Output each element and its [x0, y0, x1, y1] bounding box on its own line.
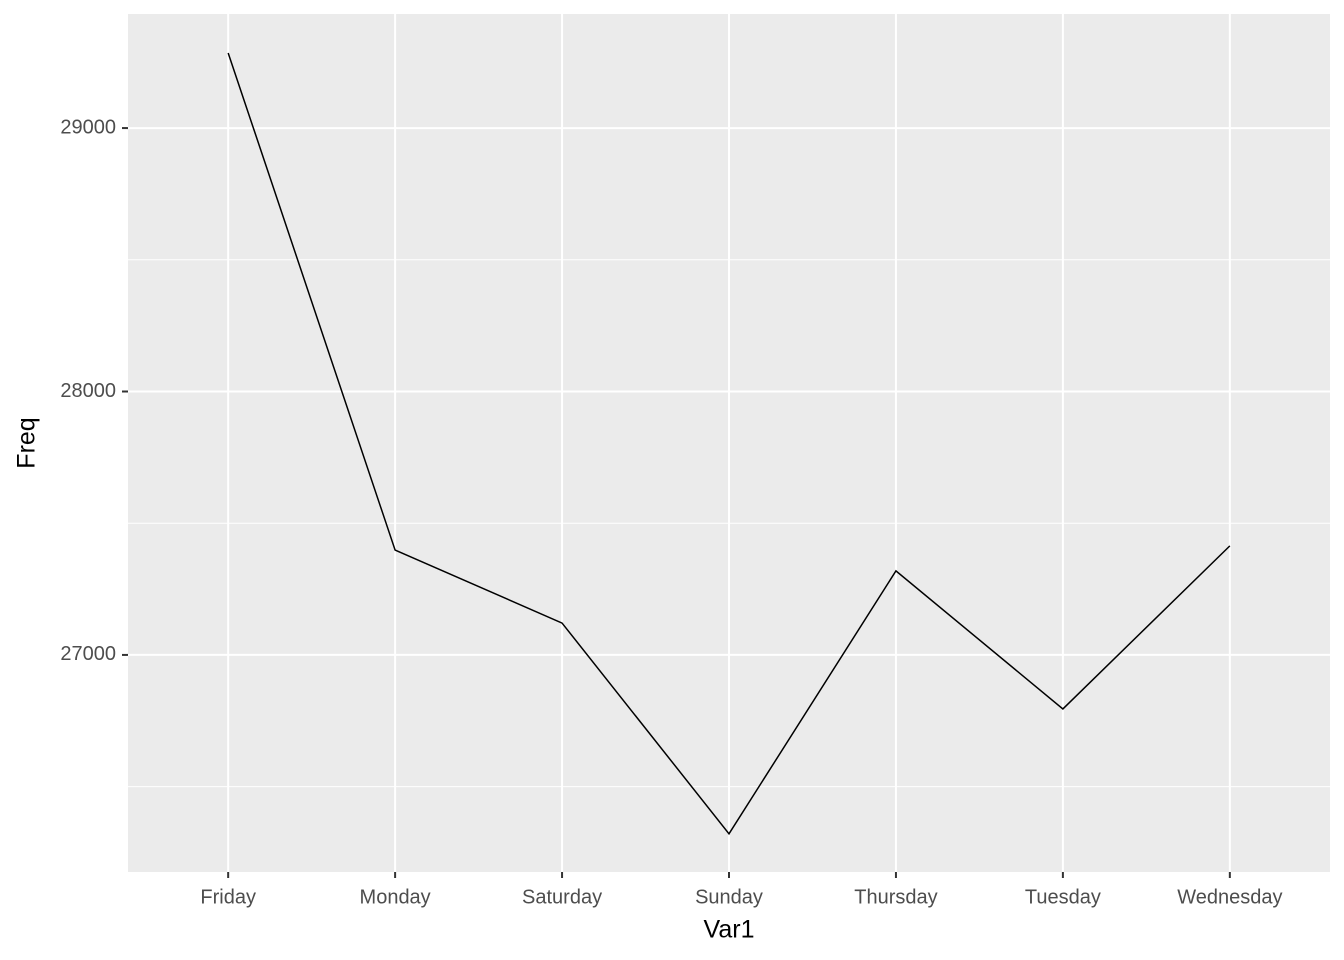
- y-tick-label: 28000: [60, 380, 116, 402]
- x-tick-label: Tuesday: [1025, 886, 1101, 908]
- y-tick-label: 29000: [60, 116, 116, 138]
- y-tick-label: 27000: [60, 643, 116, 665]
- x-tick-label: Saturday: [522, 886, 602, 908]
- x-tick-label: Monday: [360, 886, 431, 908]
- y-axis-title: Freq: [13, 417, 41, 468]
- data-line: [227, 52, 1231, 836]
- x-axis-title: Var1: [704, 916, 755, 944]
- x-tick-label: Sunday: [695, 886, 763, 908]
- x-tick-label: Thursday: [854, 886, 937, 908]
- x-tick-label: Friday: [200, 886, 256, 908]
- x-tick-label: Wednesday: [1177, 886, 1282, 908]
